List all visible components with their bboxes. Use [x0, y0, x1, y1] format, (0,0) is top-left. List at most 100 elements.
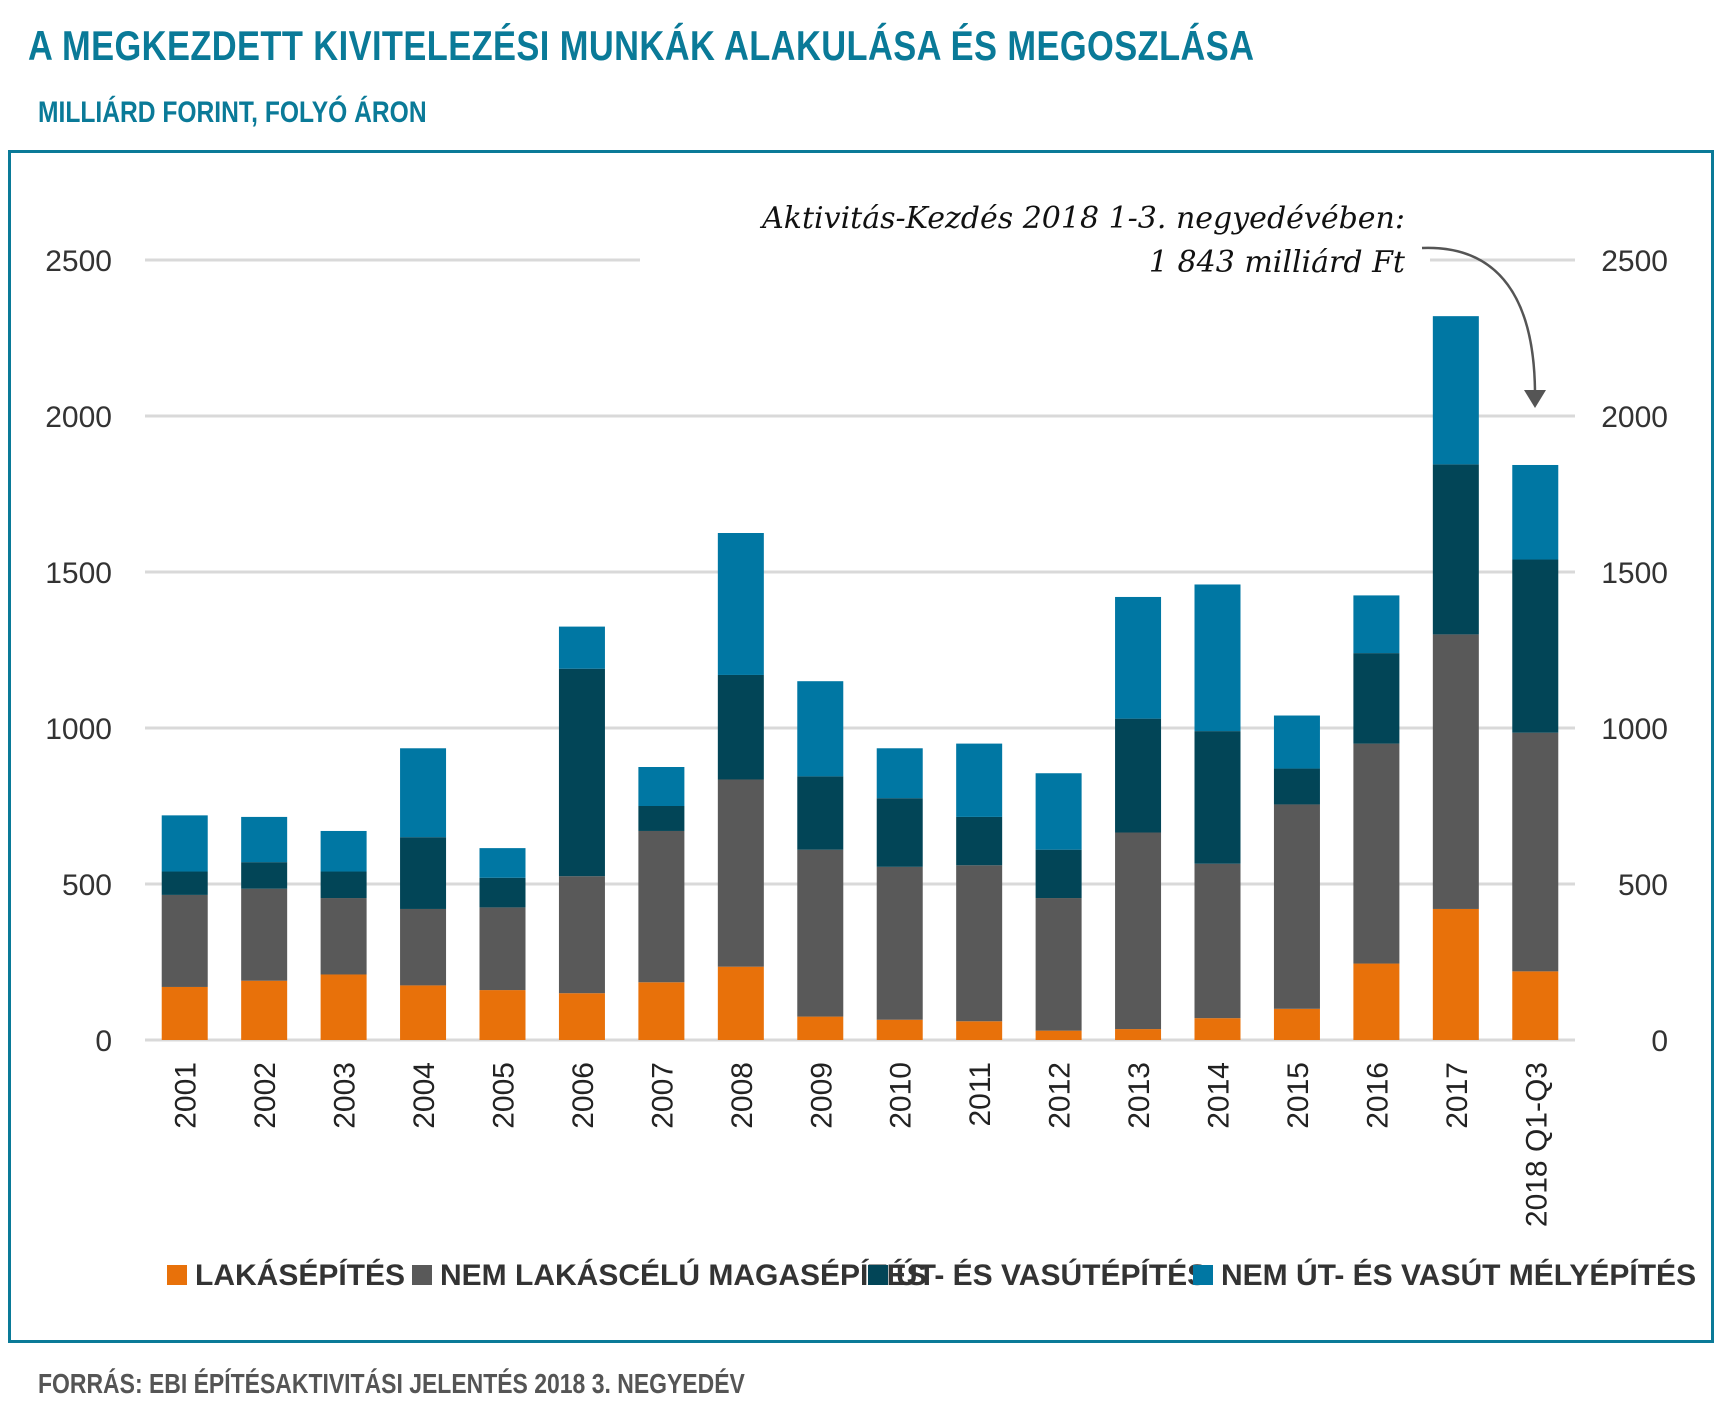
bar-segment [479, 990, 526, 1040]
bar-segment [797, 1016, 844, 1040]
bar-segment [797, 849, 844, 1017]
annotation-arrow-head [1524, 390, 1546, 408]
y-tick-right: 500 [1618, 869, 1668, 902]
y-tick-right: 1000 [1601, 713, 1668, 746]
y-tick-right: 1500 [1601, 557, 1668, 590]
y-axis-right: 0 500 1000 1500 2000 2500 [1601, 245, 1668, 1058]
bar-segment [1432, 634, 1479, 909]
y-tick-left: 1000 [45, 713, 112, 746]
annotation-group: Aktivitás-Kezdés 2018 1-3. negyedévében:… [640, 190, 1546, 408]
bar-segment [1035, 773, 1082, 850]
bar-segment [558, 668, 605, 877]
x-tick-label: 2009 [805, 1062, 838, 1129]
x-tick-label: 2008 [726, 1062, 759, 1129]
bar-segment [1194, 1018, 1241, 1040]
bar-segment [717, 674, 764, 780]
bar-segment [558, 626, 605, 669]
y-tick-right: 2500 [1601, 245, 1668, 278]
bar-segment [717, 533, 764, 675]
bar-segment [1115, 718, 1162, 833]
bar-segment [320, 830, 367, 872]
bar-segment [1273, 768, 1320, 805]
chart-title: A MEGKEZDETT KIVITELEZÉSI MUNKÁK ALAKULÁ… [28, 22, 1255, 69]
bar-segment [241, 816, 288, 863]
bar-segment [1035, 1030, 1082, 1040]
x-tick-label: 2002 [249, 1062, 282, 1129]
bar-segment [479, 848, 526, 878]
bar-segment [1353, 653, 1400, 744]
bar-segment [400, 837, 447, 909]
x-axis-labels: 2001 2002 2003 2004 2005 2006 2007 2008 2009 2010… [170, 1062, 1554, 1227]
legend-swatch [167, 1265, 187, 1285]
bar-segment [638, 767, 685, 806]
x-tick-label: 2018 Q1-Q3 [1520, 1062, 1553, 1227]
y-tick-right: 0 [1651, 1025, 1668, 1058]
bar-segment [241, 862, 288, 889]
legend: LAKÁSÉPÍTÉS NEM LAKÁSCÉLÚ MAGASÉPÍTÉSÚT- … [167, 1258, 1696, 1292]
bar-segment [1353, 743, 1400, 964]
bar-segment [1273, 1008, 1320, 1040]
bar-segment [1353, 963, 1400, 1040]
bar-segment [638, 806, 685, 831]
bar-segment [400, 985, 447, 1040]
y-tick-right: 2000 [1601, 401, 1668, 434]
legend-swatch [412, 1265, 432, 1285]
x-tick-label: 2017 [1441, 1062, 1474, 1129]
legend-swatch [868, 1265, 888, 1285]
y-tick-left: 500 [62, 869, 112, 902]
bar-segment [1035, 849, 1082, 899]
bar-segment [956, 865, 1003, 1022]
x-tick-label: 2006 [567, 1062, 600, 1129]
bar-segment [1273, 804, 1320, 1009]
bar-segment [1115, 832, 1162, 1030]
bar-segment [1115, 1029, 1162, 1040]
bar-segment [797, 776, 844, 850]
bar-segment [956, 816, 1003, 866]
bar-segment [400, 748, 447, 838]
chart-frame [8, 150, 1714, 1343]
x-tick-label: 2001 [170, 1062, 203, 1129]
bar-segment [1512, 559, 1559, 733]
bar-segment [161, 986, 208, 1040]
bar-segment [479, 877, 526, 908]
y-axis-left: 0 500 1000 1500 2000 2500 [45, 245, 112, 1058]
legend-label: NEM LAKÁSCÉLÚ MAGASÉPÍTÉS [440, 1258, 927, 1292]
annotation-line-2: 1 843 milliárd Ft [1149, 245, 1406, 280]
y-tick-left: 1500 [45, 557, 112, 590]
bar-segment [320, 974, 367, 1040]
annotation-line-1: Aktivitás-Kezdés 2018 1-3. negyedévében: [759, 201, 1405, 236]
bar-segment [638, 830, 685, 983]
bar-segment [479, 907, 526, 991]
bar-segment [876, 1019, 923, 1040]
bar-segment [1353, 595, 1400, 654]
bar-segment [161, 871, 208, 895]
bar-segment [1273, 715, 1320, 769]
bar-segment [717, 966, 764, 1040]
bar-segment [558, 876, 605, 994]
bar-segment [241, 888, 288, 981]
x-tick-label: 2013 [1123, 1062, 1156, 1129]
bar-segment [241, 980, 288, 1040]
bar-segment [320, 898, 367, 975]
annotation-backdrop [640, 190, 1430, 290]
bar-segment [1512, 464, 1559, 560]
bar-segment [1194, 863, 1241, 1019]
bar-segment [876, 798, 923, 867]
legend-label: NEM ÚT- ÉS VASÚT MÉLYÉPÍTÉS [1221, 1258, 1696, 1292]
x-tick-label: 2007 [646, 1062, 679, 1129]
bar-segment [1115, 596, 1162, 719]
x-tick-label: 2010 [885, 1062, 918, 1129]
bar-segment [876, 748, 923, 799]
bar-segment [1432, 464, 1479, 635]
bar-segment [1512, 732, 1559, 972]
legend-label: ÚT- ÉS VASÚTÉPÍTÉS [896, 1258, 1207, 1292]
bar-segment [161, 894, 208, 987]
bar-segment [558, 993, 605, 1040]
bar-segment [1194, 584, 1241, 732]
y-tick-left: 0 [95, 1025, 112, 1058]
x-tick-label: 2004 [408, 1062, 441, 1129]
bar-segment [1194, 731, 1241, 864]
y-tick-left: 2000 [45, 401, 112, 434]
bar-segment [400, 908, 447, 986]
